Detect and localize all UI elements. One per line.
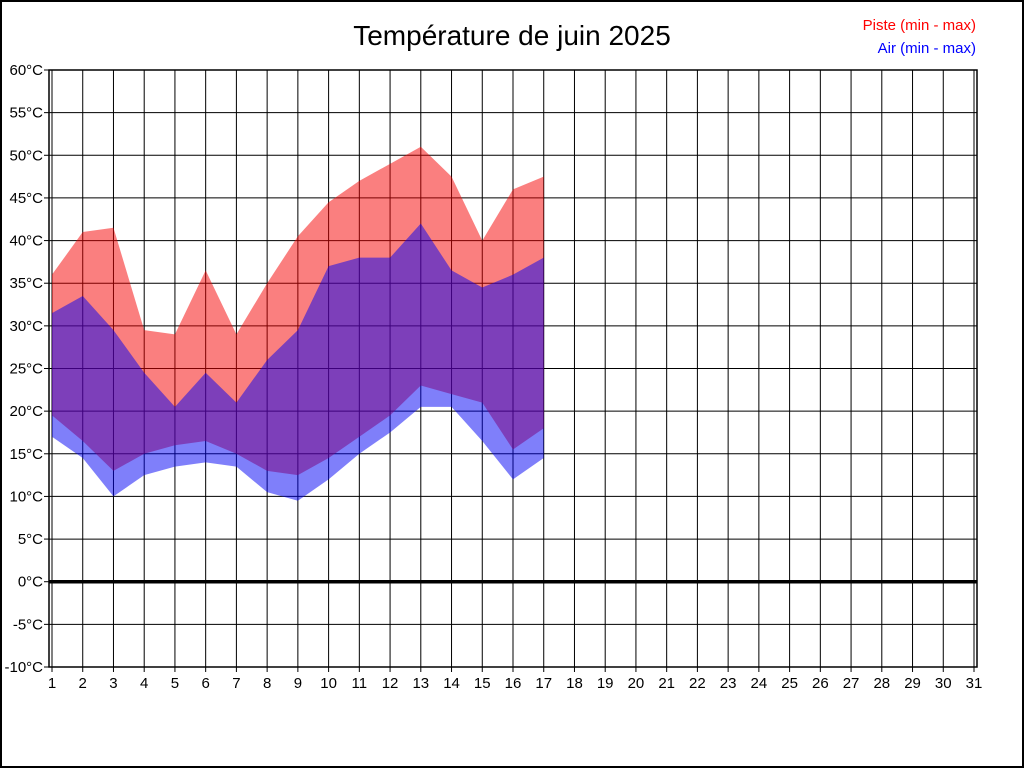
y-tick-label: 25°C <box>9 361 43 378</box>
x-tick-label: 21 <box>658 675 675 692</box>
y-tick-label: 5°C <box>18 531 43 548</box>
x-tick-label: 7 <box>232 675 240 692</box>
x-tick-label: 31 <box>966 675 983 692</box>
x-tick-label: 3 <box>109 675 117 692</box>
x-tick-label: 15 <box>474 675 491 692</box>
x-tick-label: 19 <box>597 675 614 692</box>
x-tick-label: 6 <box>201 675 209 692</box>
y-tick-label: 60°C <box>9 62 43 79</box>
y-tick-label: -5°C <box>13 616 43 633</box>
x-tick-label: 29 <box>904 675 921 692</box>
x-tick-label: 18 <box>566 675 583 692</box>
x-tick-label: 12 <box>382 675 399 692</box>
y-tick-label: 50°C <box>9 147 43 164</box>
x-tick-label: 9 <box>294 675 302 692</box>
x-tick-label: 5 <box>171 675 179 692</box>
x-tick-label: 24 <box>751 675 768 692</box>
y-tick-label: 35°C <box>9 275 43 292</box>
y-tick-label: 0°C <box>18 574 43 591</box>
legend-item-air: Air (min - max) <box>877 40 976 57</box>
x-tick-label: 11 <box>352 675 368 692</box>
x-tick-label: 25 <box>781 675 798 692</box>
y-tick-label: 10°C <box>9 488 43 505</box>
y-tick-label: 30°C <box>9 318 43 335</box>
x-tick-label: 13 <box>412 675 429 692</box>
x-tick-label: 1 <box>48 675 56 692</box>
x-tick-label: 28 <box>873 675 890 692</box>
y-tick-label: 40°C <box>9 233 43 250</box>
x-tick-label: 30 <box>935 675 952 692</box>
x-tick-label: 22 <box>689 675 706 692</box>
x-tick-label: 16 <box>505 675 522 692</box>
x-tick-label: 10 <box>320 675 337 692</box>
axis-labels: 60°C55°C50°C45°C40°C35°C30°C25°C20°C15°C… <box>4 62 982 692</box>
x-tick-label: 8 <box>263 675 271 692</box>
air-band <box>52 223 544 501</box>
x-tick-label: 14 <box>443 675 460 692</box>
y-tick-label: 45°C <box>9 190 43 207</box>
x-tick-label: 20 <box>628 675 645 692</box>
x-tick-label: 17 <box>535 675 552 692</box>
x-tick-label: 4 <box>140 675 148 692</box>
legend-item-piste: Piste (min - max) <box>862 17 976 34</box>
x-tick-label: 26 <box>812 675 829 692</box>
y-tick-label: 15°C <box>9 446 43 463</box>
y-tick-label: 55°C <box>9 105 43 122</box>
axis-ticks <box>44 69 975 672</box>
y-tick-label: -10°C <box>4 659 43 676</box>
chart-title: Température de juin 2025 <box>353 20 671 51</box>
x-tick-label: 23 <box>720 675 737 692</box>
x-tick-label: 27 <box>843 675 860 692</box>
y-tick-label: 20°C <box>9 403 43 420</box>
chart-legend: Piste (min - max) Air (min - max) <box>863 14 976 60</box>
x-tick-label: 2 <box>79 675 87 692</box>
